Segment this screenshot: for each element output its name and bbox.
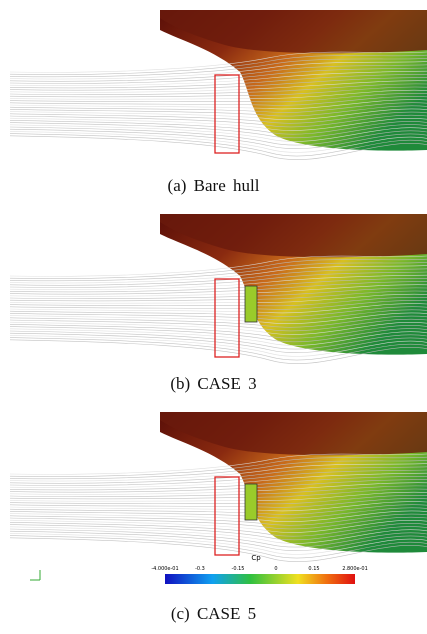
duct-device — [245, 286, 257, 322]
colorbar-tick-label: 0 — [274, 566, 277, 572]
panel-image — [0, 214, 427, 364]
colorbar-title: Cp — [251, 554, 261, 562]
axis-triad — [30, 570, 40, 580]
panel-image — [0, 10, 427, 160]
caption: (a) Bare hull — [0, 176, 427, 196]
colorbar-tick-label: -0.15 — [232, 566, 245, 572]
colorbar-tick-label: -0.3 — [195, 566, 205, 572]
caption: (b) CASE 3 — [0, 374, 427, 394]
figure: (a) Bare hull (b) CASE 3 Cp -4.000e-01 -0.… — [0, 0, 427, 634]
caption: (c) CASE 5 — [0, 604, 427, 624]
duct-device — [245, 484, 257, 520]
colorbar-tick-label: 2.800e-01 — [342, 566, 368, 572]
colorbar — [165, 574, 355, 584]
colorbar-tick-label: 0.15 — [308, 566, 319, 572]
panel-image: Cp -4.000e-01 -0.3 -0.15 0 0.15 2.800e-01 — [0, 412, 427, 590]
colorbar-tick-label: -4.000e-01 — [151, 566, 178, 572]
